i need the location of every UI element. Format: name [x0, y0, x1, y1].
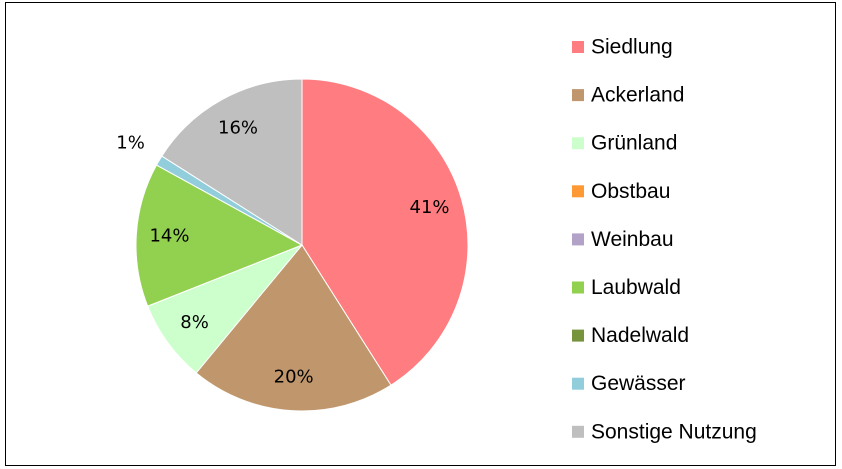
pie-slice [195, 244, 392, 412]
data-label: 20% [274, 367, 314, 388]
legend-swatch [572, 41, 584, 53]
legend-label: Ackerland [591, 84, 684, 107]
data-label: 1% [116, 133, 145, 154]
pie-slice [301, 78, 469, 386]
legend-label: Gewässer [591, 372, 686, 395]
legend-swatch [572, 425, 584, 438]
data-label: 16% [218, 118, 258, 139]
legend-swatch [572, 233, 584, 246]
legend-swatch [572, 89, 584, 102]
legend-label: Nadelwald [591, 324, 689, 347]
data-label: 14% [149, 226, 189, 247]
legend-label: Sonstige Nutzung [591, 420, 757, 443]
legend-swatch [572, 329, 584, 342]
legend-swatch [572, 281, 584, 294]
legend-label: Siedlung [591, 36, 673, 59]
legend-swatch [572, 137, 584, 150]
pie-slice [161, 78, 303, 246]
data-label: 41% [410, 197, 450, 218]
data-label: 8% [180, 312, 209, 333]
legend-label: Laubwald [591, 276, 681, 299]
legend-label: Obstbau [591, 180, 670, 203]
legend-label: Weinbau [591, 228, 674, 251]
legend-swatch [572, 377, 584, 390]
pie-slice [135, 164, 304, 307]
legend-label: Grünland [591, 132, 677, 155]
legend-swatch [572, 185, 584, 198]
